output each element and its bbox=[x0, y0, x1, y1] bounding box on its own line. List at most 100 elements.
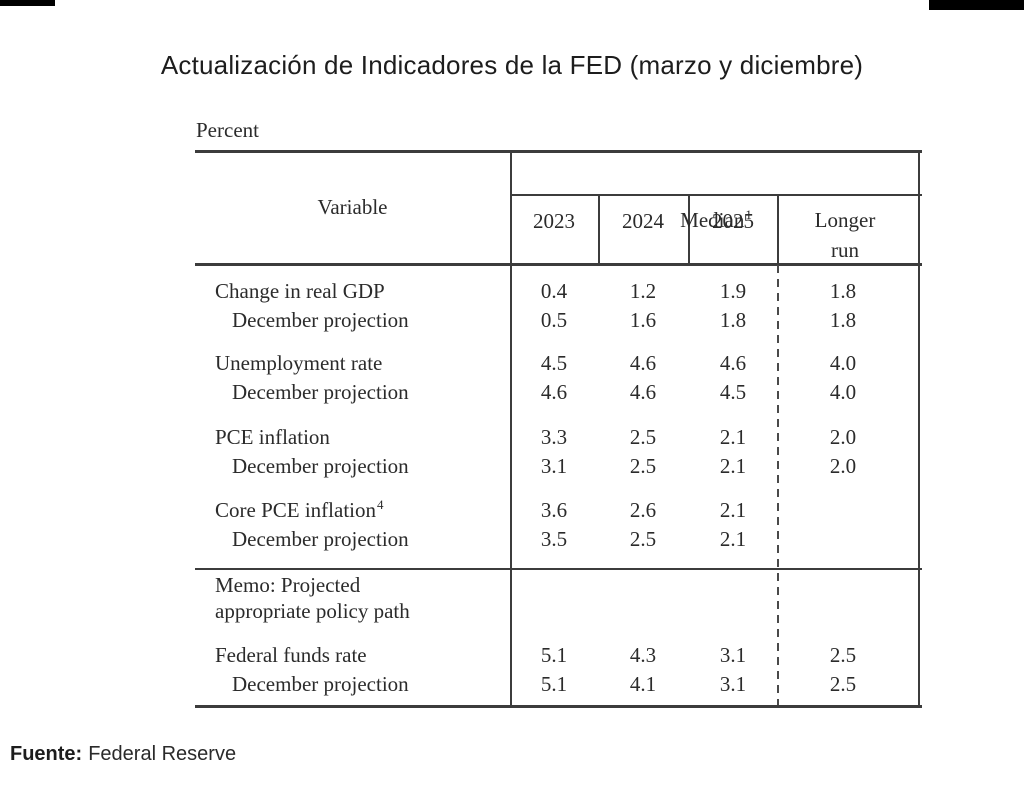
row-label-text: December projection bbox=[232, 672, 409, 696]
table-cell: 2.0 bbox=[829, 454, 857, 478]
row-label-text: Unemployment rate bbox=[215, 351, 383, 375]
table-cell: 1.6 bbox=[629, 308, 657, 332]
table-cell: 2.0 bbox=[829, 425, 857, 449]
table-row-unemployment-december: December projection 4.6 4.6 4.5 4.0 bbox=[195, 379, 922, 405]
table-cell: 3.6 bbox=[540, 498, 568, 522]
table-cell: 2.5 bbox=[629, 425, 657, 449]
table-cell: 2.5 bbox=[829, 672, 857, 696]
table-cell: 4.6 bbox=[540, 380, 568, 404]
row-label-text: Federal funds rate bbox=[215, 643, 367, 667]
row-label-text: December projection bbox=[232, 454, 409, 478]
row-label-text: Memo: Projected appropriate policy path bbox=[215, 573, 410, 623]
table-row-gdp-december: December projection 0.5 1.6 1.8 1.8 bbox=[195, 307, 922, 333]
table-row-unemployment: Unemployment rate 4.5 4.6 4.6 4.0 bbox=[195, 350, 922, 376]
row-label: PCE inflation bbox=[215, 424, 331, 453]
table-cell: 3.3 bbox=[540, 425, 568, 449]
table-cell: 4.6 bbox=[629, 380, 657, 404]
table-cell: 2.5 bbox=[629, 454, 657, 478]
table-cell: 0.5 bbox=[540, 308, 568, 332]
row-label-superscript: 4 bbox=[377, 497, 384, 512]
divider-2023-2024 bbox=[598, 194, 600, 265]
table-cell: 4.5 bbox=[719, 380, 747, 404]
source-line: Fuente: Federal Reserve bbox=[10, 743, 236, 766]
table-cell: 5.1 bbox=[540, 672, 568, 696]
table-cell: 4.1 bbox=[629, 672, 657, 696]
row-label: Change in real GDP bbox=[215, 278, 386, 307]
table-cell: 3.1 bbox=[719, 643, 747, 667]
table-row-core-pce: Core PCE inflation4 3.6 2.6 2.1 bbox=[195, 497, 922, 523]
divider-2024-2025 bbox=[688, 194, 690, 265]
row-label: December projection bbox=[232, 307, 410, 336]
table-cell: 1.9 bbox=[719, 279, 747, 303]
table-cell: 1.8 bbox=[719, 308, 747, 332]
source-label: Fuente: bbox=[10, 743, 83, 765]
top-left-crop-mark bbox=[0, 0, 55, 6]
table-cell: 4.0 bbox=[829, 380, 857, 404]
divider-2025-longer-header bbox=[777, 194, 779, 265]
table-cell: 2.1 bbox=[719, 425, 747, 449]
fed-projections-table: Variable Median1 2023 2024 2025 Longer r… bbox=[195, 150, 922, 708]
table-cell: 4.6 bbox=[719, 351, 747, 375]
table-cell: 4.3 bbox=[629, 643, 657, 667]
row-label: Unemployment rate bbox=[215, 350, 383, 379]
page-title: Actualización de Indicadores de la FED (… bbox=[160, 50, 864, 80]
table-cell: 1.8 bbox=[829, 308, 857, 332]
table-cell: 2.1 bbox=[719, 498, 747, 522]
column-group-header-median: Median1 bbox=[510, 207, 922, 233]
median-label: Median bbox=[680, 208, 745, 232]
column-header-longer-run: Longer run bbox=[814, 208, 876, 262]
table-cell: 2.5 bbox=[629, 527, 657, 551]
row-label-text: December projection bbox=[232, 527, 409, 551]
table-cell: 4.5 bbox=[540, 351, 568, 375]
row-label: Core PCE inflation4 bbox=[215, 497, 384, 526]
row-label-text: December projection bbox=[232, 380, 409, 404]
table-row-pce-inflation: PCE inflation 3.3 2.5 2.1 2.0 bbox=[195, 424, 922, 450]
table-cell: 3.1 bbox=[719, 672, 747, 696]
column-header-variable: Variable bbox=[317, 195, 388, 219]
table-row-fed-funds: Federal funds rate 5.1 4.3 3.1 2.5 bbox=[195, 642, 922, 668]
table-right-border bbox=[918, 150, 920, 708]
table-bottom-rule bbox=[195, 705, 922, 708]
row-label: December projection bbox=[232, 453, 410, 482]
table-cell: 2.1 bbox=[719, 454, 747, 478]
median-superscript: 1 bbox=[745, 207, 752, 222]
source-value: Federal Reserve bbox=[88, 743, 237, 765]
table-cell: 2.5 bbox=[829, 643, 857, 667]
column-header-2023: 2023 bbox=[533, 209, 575, 233]
table-cell: 1.2 bbox=[629, 279, 657, 303]
column-header-2025: 2025 bbox=[712, 209, 754, 233]
table-cell: 4.6 bbox=[629, 351, 657, 375]
table-cell: 2.1 bbox=[719, 527, 747, 551]
table-cell: 4.0 bbox=[829, 351, 857, 375]
row-label-text: December projection bbox=[232, 308, 409, 332]
table-row-pce-december: December projection 3.1 2.5 2.1 2.0 bbox=[195, 453, 922, 479]
row-label: Memo: Projected appropriate policy path bbox=[215, 572, 455, 627]
column-header-2024: 2024 bbox=[622, 209, 664, 233]
top-right-crop-mark bbox=[929, 0, 1024, 10]
table-row-memo: Memo: Projected appropriate policy path bbox=[195, 572, 922, 624]
table-cell: 3.1 bbox=[540, 454, 568, 478]
header-bottom-rule bbox=[195, 263, 922, 266]
row-label: December projection bbox=[232, 379, 410, 408]
row-label-text: Core PCE inflation bbox=[215, 498, 376, 522]
table-cell: 0.4 bbox=[540, 279, 568, 303]
table-cell: 1.8 bbox=[829, 279, 857, 303]
table-cell: 3.5 bbox=[540, 527, 568, 551]
table-row-fed-funds-december: December projection 5.1 4.1 3.1 2.5 bbox=[195, 671, 922, 697]
row-label: Federal funds rate bbox=[215, 642, 368, 671]
longer-run-dashed-divider bbox=[777, 265, 779, 705]
table-row-gdp: Change in real GDP 0.4 1.2 1.9 1.8 bbox=[195, 278, 922, 304]
row-label: December projection bbox=[232, 526, 410, 555]
median-underline-rule bbox=[510, 194, 922, 196]
memo-separator-rule bbox=[195, 568, 922, 570]
row-label-text: PCE inflation bbox=[215, 425, 330, 449]
table-cell: 5.1 bbox=[540, 643, 568, 667]
table-unit-label: Percent bbox=[196, 118, 259, 142]
table-row-core-pce-december: December projection 3.5 2.5 2.1 bbox=[195, 526, 922, 552]
variable-column-divider bbox=[510, 150, 512, 708]
row-label-text: Change in real GDP bbox=[215, 279, 385, 303]
table-cell: 2.6 bbox=[629, 498, 657, 522]
table-top-rule bbox=[195, 150, 922, 153]
row-label: December projection bbox=[232, 671, 410, 700]
